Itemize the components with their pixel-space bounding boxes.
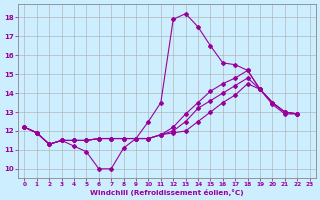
X-axis label: Windchill (Refroidissement éolien,°C): Windchill (Refroidissement éolien,°C) — [90, 189, 244, 196]
